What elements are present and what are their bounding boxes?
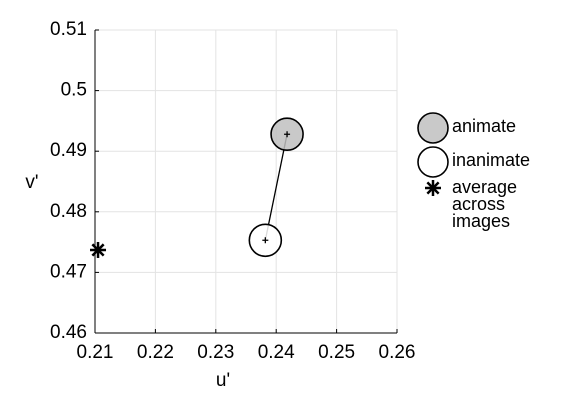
x-tick-label: 0.25 <box>318 342 355 363</box>
y-tick-label: 0.51 <box>50 19 87 40</box>
x-tick-label: 0.26 <box>379 342 416 363</box>
legend-label: inanimate <box>452 150 531 170</box>
connector <box>264 134 288 241</box>
y-tick-label: 0.48 <box>50 201 87 222</box>
point-center <box>262 237 269 244</box>
y-tick-label: 0.5 <box>61 80 87 101</box>
plot-area <box>95 30 397 333</box>
asterisk-stroke <box>91 243 105 257</box>
asterisk-stroke <box>426 181 440 195</box>
x-tick-label: 0.23 <box>197 342 234 363</box>
legend-label: average across images <box>452 177 518 231</box>
asterisk <box>90 241 107 258</box>
y-tick-label: 0.49 <box>50 140 87 161</box>
x-axis-label: u' <box>216 370 230 391</box>
point-center <box>284 131 291 138</box>
y-axis-label: v' <box>25 172 38 193</box>
x-tick-label: 0.21 <box>77 342 114 363</box>
x-tick-label: 0.22 <box>137 342 174 363</box>
legend-label: animate <box>452 116 517 136</box>
asterisk <box>425 180 441 196</box>
legend-marker <box>417 146 449 178</box>
legend-marker <box>417 112 449 144</box>
y-tick-label: 0.46 <box>50 322 87 343</box>
x-tick-label: 0.24 <box>258 342 295 363</box>
y-tick-label: 0.47 <box>50 261 87 282</box>
